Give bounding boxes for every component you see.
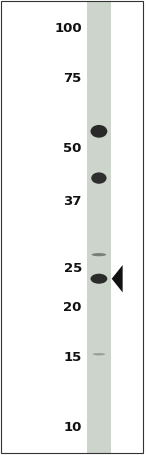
Text: 37: 37 — [63, 194, 82, 207]
Polygon shape — [112, 265, 123, 293]
Ellipse shape — [91, 126, 107, 138]
Bar — [87, 2, 111, 453]
Text: 15: 15 — [64, 350, 82, 363]
Text: 75: 75 — [64, 72, 82, 85]
Text: 10: 10 — [63, 420, 82, 433]
Text: 25: 25 — [64, 262, 82, 275]
Text: 50: 50 — [63, 142, 82, 155]
Ellipse shape — [92, 253, 106, 257]
Ellipse shape — [93, 354, 105, 356]
Text: 20: 20 — [63, 300, 82, 313]
Text: 100: 100 — [54, 22, 82, 35]
Ellipse shape — [91, 173, 107, 184]
Ellipse shape — [91, 274, 107, 284]
